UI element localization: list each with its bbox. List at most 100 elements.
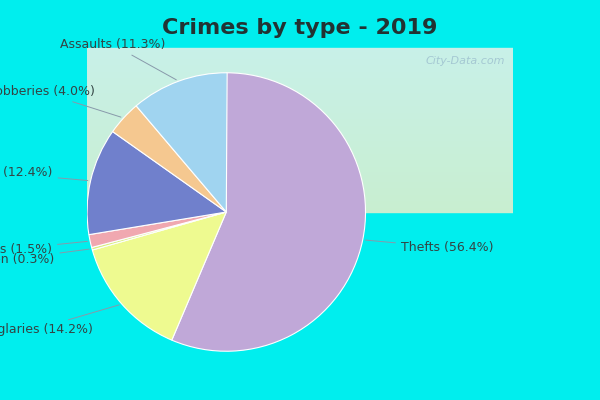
Bar	[87, 115, 513, 117]
Bar	[87, 133, 513, 135]
Wedge shape	[136, 73, 227, 212]
Bar	[87, 64, 513, 66]
Bar	[87, 86, 513, 88]
Bar	[87, 155, 513, 156]
Bar	[87, 61, 513, 63]
Bar	[87, 176, 513, 178]
Bar	[87, 137, 513, 138]
Bar	[87, 88, 513, 89]
Bar	[87, 128, 513, 130]
Bar	[87, 210, 513, 212]
Bar	[87, 192, 513, 194]
Bar	[87, 97, 513, 99]
Bar	[87, 76, 513, 78]
Bar	[87, 92, 513, 94]
Bar	[87, 138, 513, 140]
Bar	[87, 196, 513, 197]
Bar	[87, 132, 513, 133]
Bar	[87, 82, 513, 84]
Bar	[87, 50, 513, 52]
Bar	[87, 142, 513, 143]
Bar	[87, 158, 513, 160]
Bar	[87, 188, 513, 189]
Text: Assaults (11.3%): Assaults (11.3%)	[60, 38, 176, 80]
Bar	[87, 110, 513, 112]
Bar	[87, 194, 513, 196]
Bar	[87, 114, 513, 115]
Text: Arson (0.3%): Arson (0.3%)	[0, 249, 89, 266]
Bar	[87, 60, 513, 61]
Bar	[87, 197, 513, 199]
Bar	[87, 135, 513, 137]
Bar	[87, 202, 513, 204]
Bar	[87, 70, 513, 71]
Wedge shape	[92, 212, 226, 250]
Bar	[87, 168, 513, 170]
Bar	[87, 148, 513, 150]
Bar	[87, 199, 513, 200]
Bar	[87, 78, 513, 79]
Bar	[87, 178, 513, 179]
Bar	[87, 189, 513, 191]
Bar	[87, 52, 513, 53]
Bar	[87, 84, 513, 86]
Bar	[87, 166, 513, 168]
Bar	[87, 117, 513, 119]
Bar	[87, 156, 513, 158]
Bar	[87, 112, 513, 114]
Bar	[87, 109, 513, 110]
Bar	[87, 170, 513, 171]
Bar	[87, 186, 513, 188]
Bar	[87, 122, 513, 124]
Bar	[87, 209, 513, 210]
Bar	[87, 89, 513, 91]
Bar	[87, 173, 513, 174]
Bar	[87, 58, 513, 60]
Text: Burglaries (14.2%): Burglaries (14.2%)	[0, 305, 119, 336]
Bar	[87, 130, 513, 132]
Bar	[87, 206, 513, 207]
Bar	[87, 161, 513, 163]
Bar	[87, 48, 513, 50]
Bar	[87, 150, 513, 151]
Bar	[87, 146, 513, 148]
Bar	[87, 119, 513, 120]
Wedge shape	[89, 212, 226, 248]
Bar	[87, 120, 513, 122]
Bar	[87, 171, 513, 173]
Bar	[87, 125, 513, 127]
Bar	[87, 145, 513, 146]
Bar	[87, 66, 513, 68]
Text: City-Data.com: City-Data.com	[425, 56, 505, 66]
Bar	[87, 163, 513, 164]
Bar	[87, 63, 513, 64]
Wedge shape	[87, 132, 226, 235]
Bar	[87, 79, 513, 81]
Wedge shape	[172, 73, 365, 351]
Bar	[87, 91, 513, 92]
Wedge shape	[113, 106, 226, 212]
Text: Thefts (56.4%): Thefts (56.4%)	[365, 240, 493, 254]
Bar	[87, 204, 513, 206]
Bar	[87, 81, 513, 82]
Bar	[87, 191, 513, 192]
Bar	[87, 174, 513, 176]
Bar	[87, 71, 513, 73]
Bar	[87, 74, 513, 76]
Text: Robberies (4.0%): Robberies (4.0%)	[0, 85, 121, 117]
Text: Rapes (1.5%): Rapes (1.5%)	[0, 241, 88, 256]
Bar	[87, 107, 513, 109]
Bar	[87, 164, 513, 166]
Bar	[87, 101, 513, 102]
Text: Auto thefts (12.4%): Auto thefts (12.4%)	[0, 166, 88, 180]
Bar	[87, 104, 513, 106]
Text: Crimes by type - 2019: Crimes by type - 2019	[163, 18, 437, 38]
Bar	[87, 153, 513, 155]
Bar	[87, 181, 513, 182]
Bar	[87, 200, 513, 202]
Bar	[87, 143, 513, 145]
Bar	[87, 160, 513, 161]
Wedge shape	[92, 212, 226, 340]
Bar	[87, 179, 513, 181]
Bar	[87, 53, 513, 55]
